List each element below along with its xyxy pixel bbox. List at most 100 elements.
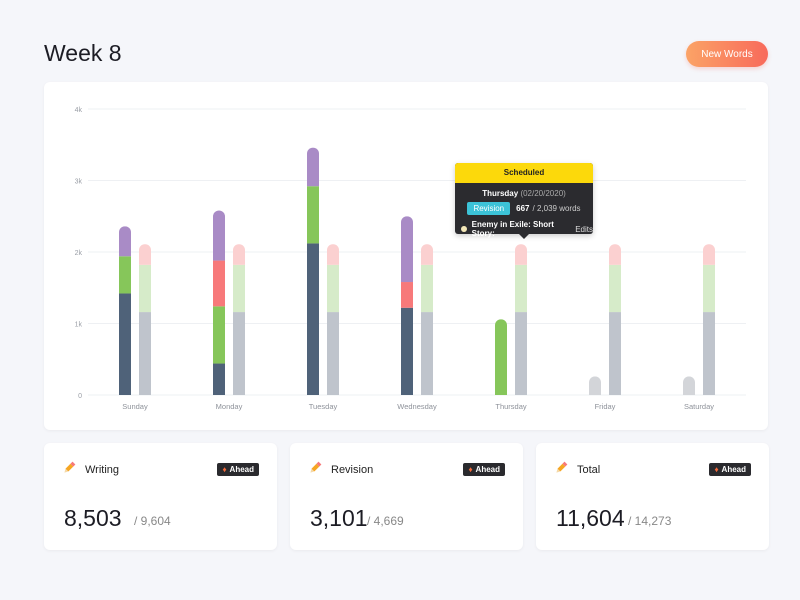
project-dot-icon	[461, 226, 467, 232]
bar-segment	[589, 376, 601, 395]
goal-bar-monday[interactable]	[233, 244, 245, 395]
x-tick-label: Sunday	[122, 402, 148, 411]
bar-segment	[213, 306, 225, 364]
tooltip-count: 667	[516, 204, 530, 213]
ahead-badge: ♦ Ahead	[463, 463, 505, 476]
goal-bar-saturday[interactable]	[703, 244, 715, 395]
bar-segment	[327, 244, 339, 265]
stat-value: 8,503	[64, 505, 122, 531]
words-bar-chart: 0 1k 2k 3k 4k Sunday Monday Tuesday Wednesday Thu…	[75, 107, 746, 411]
flame-icon: ♦	[468, 465, 473, 474]
tooltip-title: Scheduled	[455, 163, 593, 183]
tooltip-total: / 2,039 words	[532, 204, 581, 213]
bar-segment	[683, 376, 695, 395]
bar-segment	[421, 312, 433, 395]
goal-bar-tuesday[interactable]	[327, 244, 339, 395]
stat-total: / 4,669	[367, 514, 404, 528]
y-tick-label: 2k	[75, 250, 83, 257]
bar-segment	[515, 312, 527, 395]
bar-segment	[495, 319, 507, 395]
actual-bar-tuesday[interactable]	[307, 147, 319, 395]
flame-icon: ♦	[222, 465, 227, 474]
bar-segment	[609, 264, 621, 313]
bar-segment	[401, 216, 413, 283]
stat-card-total: Total ♦ Ahead 11,604 / 14,273	[536, 443, 769, 550]
x-tick-label: Thursday	[495, 402, 527, 411]
bar-segment	[327, 312, 339, 395]
goal-bar-wednesday[interactable]	[421, 244, 433, 395]
bar-segment	[515, 244, 527, 265]
project-type: Edits	[575, 224, 593, 234]
bar-segment	[213, 260, 225, 307]
actual-bar-sunday[interactable]	[119, 226, 131, 395]
bar-segment	[327, 264, 339, 313]
bar-segment	[421, 264, 433, 313]
actual-bar-monday[interactable]	[213, 210, 225, 395]
ahead-badge: ♦ Ahead	[217, 463, 259, 476]
tooltip-date: Thursday (02/20/2020)	[455, 189, 593, 198]
x-tick-label: Saturday	[684, 402, 714, 411]
pencil-icon	[556, 461, 568, 473]
pencil-icon	[64, 461, 76, 473]
bar-segment	[119, 293, 131, 395]
scheduled-tooltip: Scheduled Thursday (02/20/2020) Revision…	[455, 163, 593, 239]
y-tick-label: 0	[78, 393, 82, 400]
project-name: Enemy in Exile: Short Story:	[471, 220, 554, 238]
stat-card-revision: Revision ♦ Ahead 3,101 / 4,669	[290, 443, 523, 550]
goal-bar-sunday[interactable]	[139, 244, 151, 395]
bar-segment	[213, 363, 225, 395]
new-words-button[interactable]: New Words	[686, 41, 768, 67]
bar-segment	[515, 264, 527, 313]
bar-segment	[609, 244, 621, 265]
bar-segment	[401, 307, 413, 395]
flame-icon: ♦	[714, 465, 719, 474]
chart-card: 0 1k 2k 3k 4k Sunday Monday Tuesday Wednesday Thu…	[44, 82, 768, 430]
actual-bar-thursday[interactable]	[495, 319, 507, 395]
bar-segment	[307, 186, 319, 244]
stat-label: Total	[577, 464, 601, 476]
bar-segment	[307, 243, 319, 395]
bar-segment	[703, 312, 715, 395]
bar-segment	[119, 226, 131, 257]
bar-segment	[609, 312, 621, 395]
bar-segment	[213, 210, 225, 261]
bar-segment	[307, 147, 319, 187]
actual-bar-wednesday[interactable]	[401, 216, 413, 395]
tooltip-project: Enemy in Exile: Short Story: Edits	[461, 220, 593, 238]
x-tick-label: Friday	[595, 402, 616, 411]
x-tick-label: Monday	[216, 402, 243, 411]
tooltip-word-row: Revision 667 / 2,039 words	[455, 202, 593, 215]
bar-segment	[139, 264, 151, 313]
bar-segment	[703, 264, 715, 313]
tooltip-date-value: (02/20/2020)	[520, 189, 566, 198]
stat-total: / 9,604	[134, 514, 171, 528]
actual-bar-friday[interactable]	[589, 376, 601, 395]
y-tick-label: 3k	[75, 179, 83, 186]
x-tick-label: Tuesday	[309, 402, 338, 411]
bar-segment	[119, 256, 131, 294]
bar-segment	[139, 312, 151, 395]
pencil-icon	[310, 461, 322, 473]
revision-badge: Revision	[467, 202, 511, 215]
bar-segment	[139, 244, 151, 265]
stat-value: 3,101	[310, 505, 368, 531]
actual-bar-saturday[interactable]	[683, 376, 695, 395]
stat-value: 11,604	[556, 505, 625, 531]
x-tick-label: Wednesday	[397, 402, 437, 411]
bar-segment	[421, 244, 433, 265]
goal-bar-thursday[interactable]	[515, 244, 527, 395]
bar-segment	[703, 244, 715, 265]
bar-segment	[233, 312, 245, 395]
goal-bar-friday[interactable]	[609, 244, 621, 395]
stat-total: / 14,273	[628, 514, 672, 528]
stat-card-writing: Writing ♦ Ahead 8,503 / 9,604	[44, 443, 277, 550]
tooltip-day: Thursday	[482, 189, 519, 198]
stat-label: Writing	[85, 464, 120, 476]
y-tick-label: 1k	[75, 322, 83, 329]
y-tick-label: 4k	[75, 107, 83, 114]
bar-segment	[233, 244, 245, 265]
stat-label: Revision	[331, 464, 374, 476]
ahead-badge: ♦ Ahead	[709, 463, 751, 476]
page-title: Week 8	[44, 40, 122, 66]
bar-segment	[401, 282, 413, 308]
